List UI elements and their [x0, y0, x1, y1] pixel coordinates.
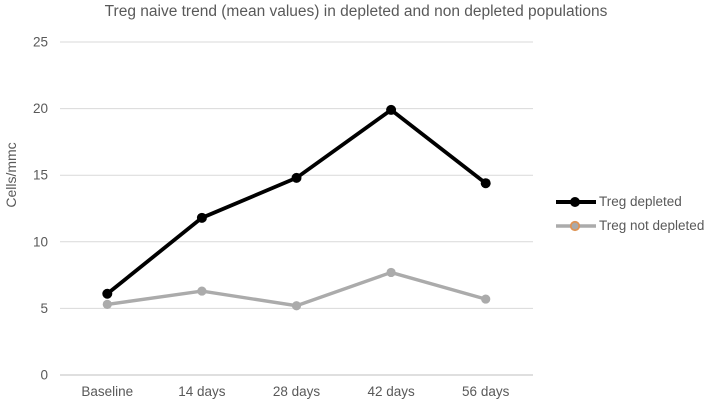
legend-item-treg-not-depleted: Treg not depleted	[556, 218, 704, 233]
y-tick-label: 15	[33, 168, 48, 183]
data-point	[291, 172, 302, 183]
data-point	[386, 104, 397, 115]
gray-line-ring-marker-icon	[556, 220, 596, 231]
data-point	[480, 178, 491, 189]
data-point	[291, 301, 302, 311]
series-line	[106, 107, 487, 296]
data-point	[102, 299, 112, 310]
legend-item-treg-depleted: Treg depleted	[556, 194, 704, 209]
gridlines	[60, 41, 533, 376]
x-tick-label: 14 days	[178, 384, 226, 399]
y-axis-tick-labels: 25 20 15 10 5 0	[33, 35, 48, 383]
data-series	[102, 104, 491, 311]
data-point	[197, 286, 207, 296]
x-tick-label: Baseline	[81, 384, 133, 399]
black-line-dot-marker-icon	[556, 196, 596, 207]
legend-label-treg-depleted: Treg depleted	[599, 194, 682, 209]
y-tick-label: 0	[40, 368, 48, 383]
y-tick-label: 25	[33, 35, 48, 50]
legend-label-treg-not-depleted: Treg not depleted	[599, 218, 705, 233]
chart-title: Treg naive trend (mean values) in deplet…	[104, 3, 608, 20]
data-point	[386, 267, 396, 278]
x-tick-label: 56 days	[462, 384, 510, 399]
legend: Treg depleted Treg not depleted	[556, 194, 704, 233]
y-tick-label: 5	[40, 301, 48, 316]
x-axis-tick-labels: Baseline 14 days 28 days 42 days 56 days	[81, 384, 509, 399]
data-point	[102, 288, 113, 299]
y-tick-label: 10	[33, 234, 48, 249]
data-point	[481, 294, 491, 304]
data-point	[196, 212, 207, 223]
x-tick-label: 28 days	[273, 384, 321, 399]
x-tick-label: 42 days	[367, 384, 415, 399]
y-tick-label: 20	[33, 101, 48, 116]
series-line	[107, 270, 487, 308]
